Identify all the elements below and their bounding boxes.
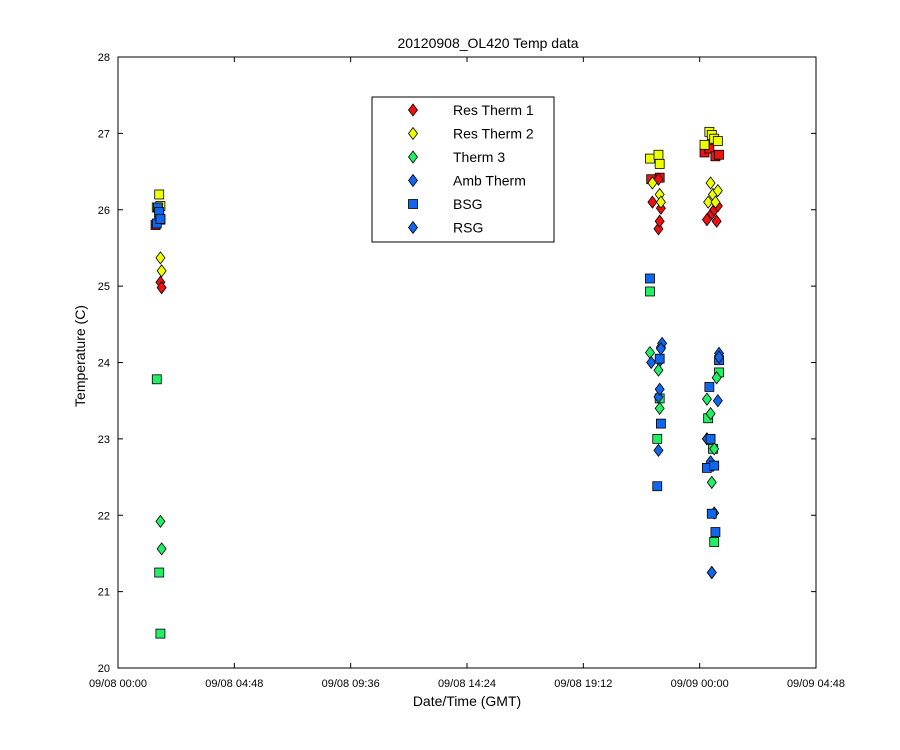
- y-tick-label: 28: [98, 52, 110, 64]
- data-point: [705, 407, 716, 421]
- data-point: [706, 565, 717, 580]
- y-tick-label: 26: [98, 205, 110, 217]
- data-point: [714, 149, 724, 160]
- legend: Res Therm 1 Res Therm 2 Therm 3 Amb Therm BS…: [371, 96, 555, 243]
- data-point: [654, 382, 665, 396]
- data-point: [155, 251, 166, 265]
- data-point: [704, 382, 715, 392]
- data-point: [654, 159, 665, 169]
- y-tick-label: 27: [98, 128, 110, 140]
- data-point: [653, 443, 664, 457]
- data-point: [709, 460, 720, 471]
- y-axis-title: Temperature (C): [72, 305, 88, 407]
- data-point: [654, 353, 665, 364]
- y-tick-label: 25: [98, 281, 110, 293]
- x-axis-title: Date/Time (GMT): [413, 693, 521, 709]
- data-point: [653, 363, 664, 377]
- legend-entry: RSG: [453, 220, 483, 236]
- x-axis: 09/08 00:00 09/08 04:48 09/08 09:36 09/08 1…: [89, 57, 845, 690]
- data-point: [151, 374, 162, 385]
- data-point: [655, 418, 666, 429]
- legend-marker: [408, 103, 418, 117]
- data-point: [155, 214, 166, 224]
- data-point: [154, 189, 165, 200]
- data-point: [699, 139, 710, 150]
- data-point: [156, 542, 167, 556]
- data-point: [710, 527, 721, 537]
- x-tick-label: 09/09 04:48: [787, 678, 845, 690]
- data-point: [155, 628, 166, 639]
- legend-entry: Res Therm 1: [453, 102, 534, 118]
- data-point: [155, 514, 166, 529]
- data-point: [712, 183, 723, 198]
- data-point: [645, 273, 655, 284]
- data-point: [712, 394, 723, 408]
- x-tick-label: 09/08 14:24: [438, 678, 496, 690]
- data-point: [705, 176, 716, 190]
- data-point: [709, 537, 720, 547]
- data-point: [653, 149, 664, 160]
- legend-marker: [408, 220, 418, 235]
- legend-marker: [408, 199, 418, 209]
- data-point: [654, 214, 665, 228]
- data-point: [714, 350, 725, 364]
- data-point: [701, 392, 712, 406]
- data-point: [709, 442, 720, 456]
- data-point: [703, 195, 714, 209]
- legend-marker: [408, 173, 418, 188]
- x-tick-label: 09/08 04:48: [205, 678, 263, 690]
- data-point: [712, 136, 723, 146]
- data-points: [150, 126, 725, 639]
- data-point: [652, 433, 663, 444]
- x-tick-label: 09/08 09:36: [322, 678, 380, 690]
- x-tick-label: 09/09 00:00: [671, 678, 729, 690]
- legend-entry: Therm 3: [453, 149, 505, 165]
- legend-marker: [408, 150, 418, 164]
- legend-entry: BSG: [453, 196, 483, 212]
- data-point: [655, 342, 666, 356]
- data-point: [652, 481, 663, 492]
- data-point: [710, 195, 721, 209]
- data-point: [647, 176, 658, 190]
- data-point: [156, 264, 167, 278]
- y-tick-label: 20: [98, 663, 110, 675]
- data-point: [705, 433, 716, 444]
- y-tick-label: 24: [98, 358, 110, 370]
- data-point: [711, 371, 722, 385]
- data-point: [706, 475, 717, 490]
- data-point: [706, 508, 717, 519]
- data-point: [154, 567, 165, 578]
- legend-box: [371, 96, 555, 243]
- y-tick-label: 22: [98, 510, 110, 522]
- data-point: [645, 286, 655, 297]
- x-tick-label: 09/08 19:12: [554, 678, 612, 690]
- y-tick-label: 21: [98, 587, 110, 599]
- data-point: [647, 195, 658, 209]
- y-axis: 20 21 22 23 24 25 26 27 28: [98, 52, 816, 675]
- data-point: [711, 214, 722, 228]
- chart-title: 20120908_OL420 Temp data: [397, 35, 578, 51]
- legend-entry: Res Therm 2: [453, 126, 534, 142]
- data-point: [156, 280, 167, 295]
- data-point: [655, 195, 666, 209]
- data-point: [646, 355, 657, 370]
- data-point: [654, 401, 665, 415]
- y-tick-label: 23: [98, 434, 110, 446]
- data-point: [645, 153, 655, 164]
- x-tick-label: 09/08 00:00: [89, 678, 147, 690]
- legend-marker: [408, 126, 418, 141]
- legend-entry: Amb Therm: [453, 173, 526, 189]
